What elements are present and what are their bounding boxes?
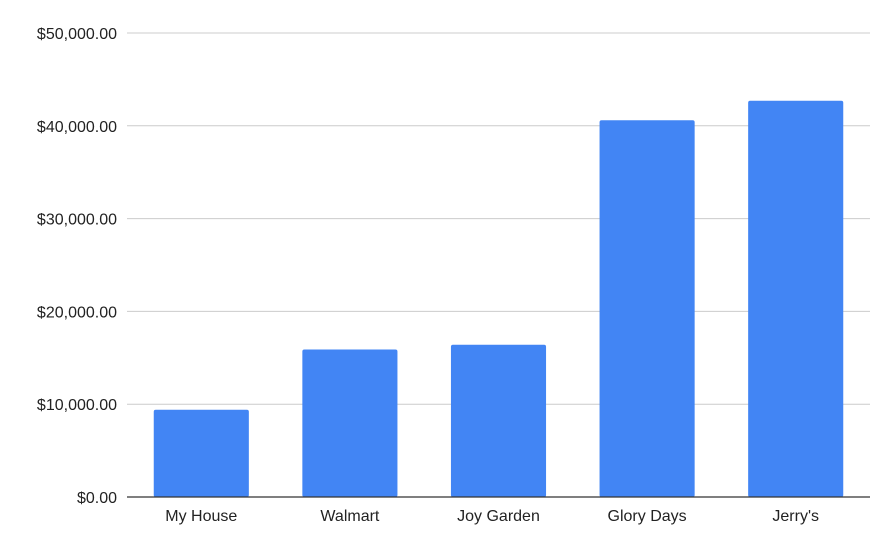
- x-tick-label: Walmart: [320, 508, 380, 525]
- gridlines: [127, 32, 870, 405]
- y-tick-label: $0.00: [77, 490, 117, 507]
- bar[interactable]: [748, 100, 844, 497]
- y-tick-label: $40,000.00: [37, 119, 117, 136]
- bars: [153, 100, 844, 498]
- bar[interactable]: [153, 409, 249, 497]
- y-tick-label: $30,000.00: [37, 212, 117, 229]
- x-tick-label: Glory Days: [608, 508, 687, 525]
- bar[interactable]: [599, 120, 695, 498]
- x-tick-label: My House: [165, 508, 237, 525]
- bar[interactable]: [302, 349, 398, 497]
- x-axis-tick-labels: My House Walmart Joy Garden Glory Days Jerry…: [165, 508, 819, 525]
- y-tick-label: $50,000.00: [37, 26, 117, 43]
- y-tick-label: $10,000.00: [37, 397, 117, 414]
- y-tick-label: $20,000.00: [37, 304, 117, 321]
- x-tick-label: Joy Garden: [457, 508, 540, 525]
- bar[interactable]: [450, 344, 547, 497]
- y-axis-tick-labels: $0.00 $10,000.00 $20,000.00 $30,000.00 $40,0…: [37, 26, 117, 507]
- x-tick-label: Jerry's: [772, 508, 819, 525]
